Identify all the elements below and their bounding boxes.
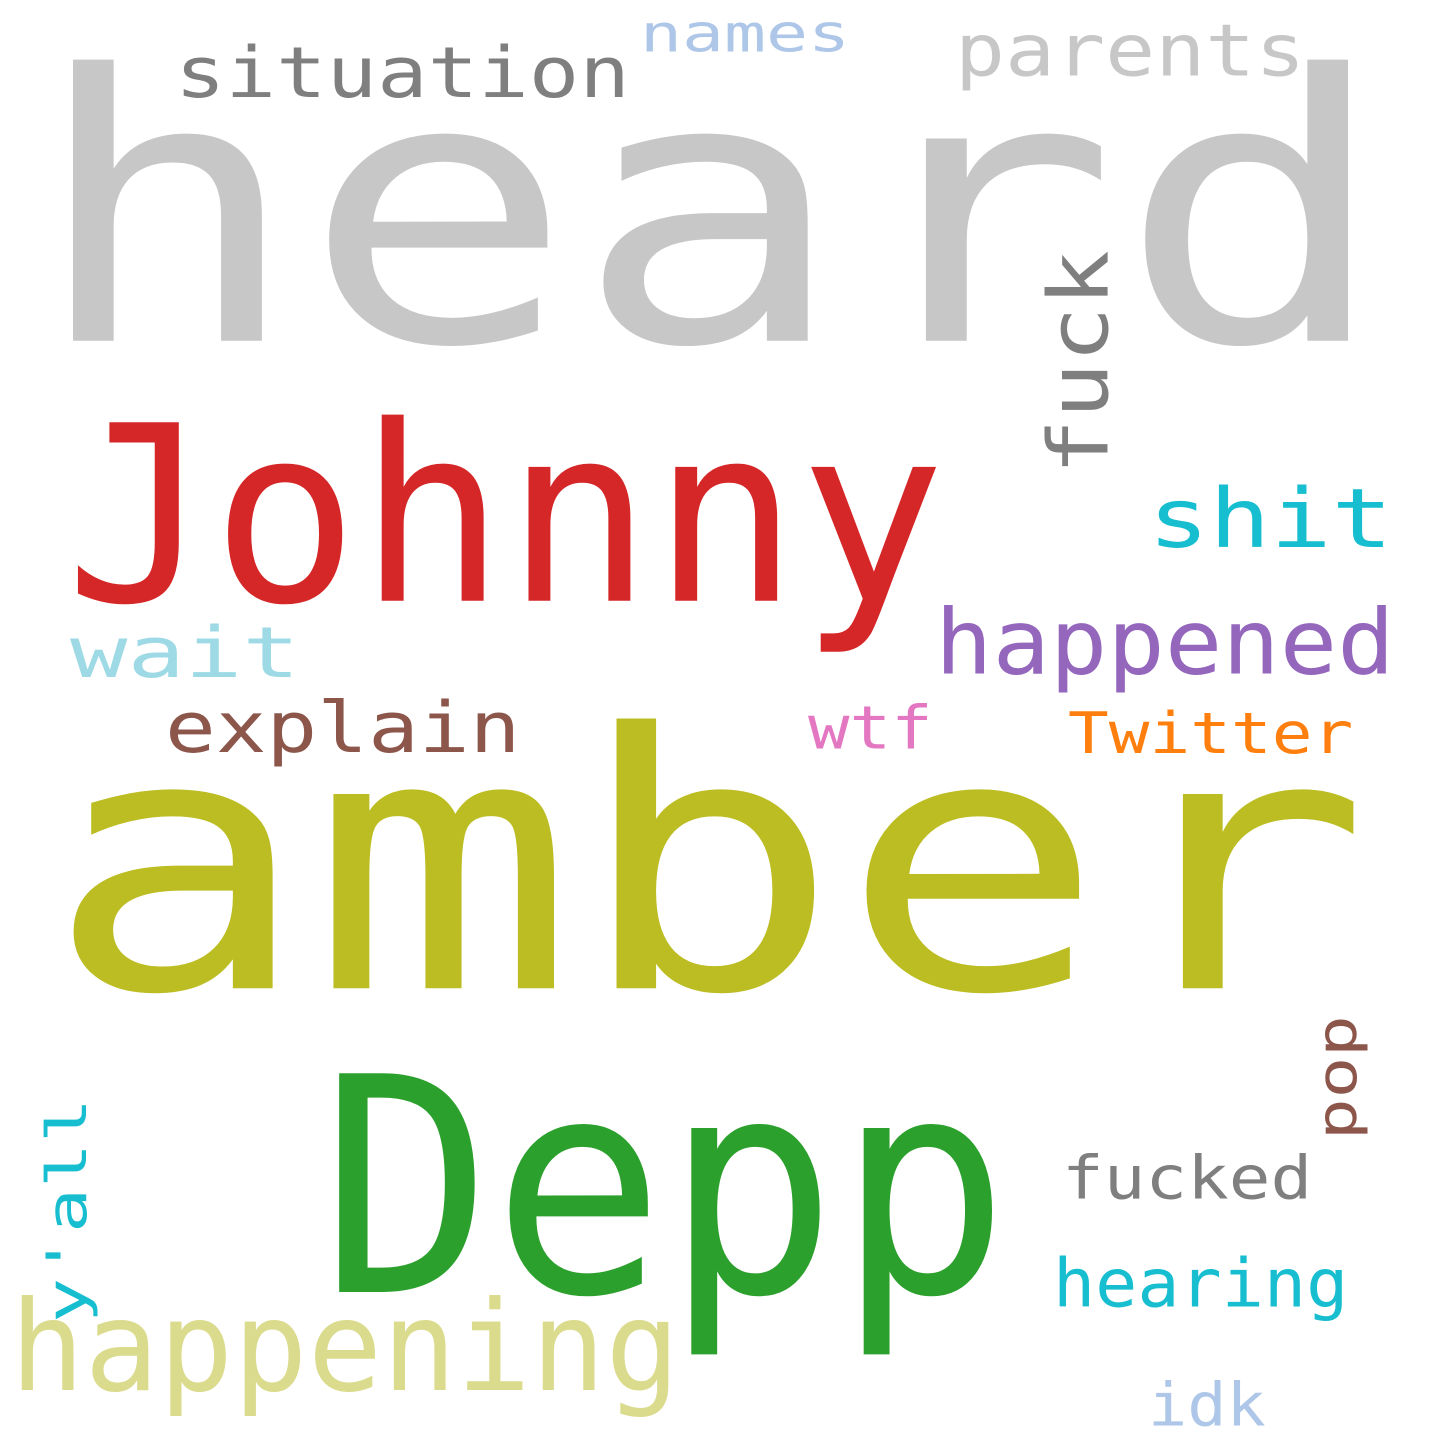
- word-parents: parents: [955, 8, 1306, 93]
- word-heard: heard: [30, 0, 1391, 430]
- word-pop: pop: [1305, 1015, 1370, 1140]
- word-johnny: Johnny: [65, 372, 946, 660]
- word-fuck: fuck: [1030, 250, 1128, 475]
- word-happening: happening: [10, 1273, 680, 1420]
- word-wtf: wtf: [808, 692, 933, 763]
- word-depp: Depp: [320, 1013, 1010, 1364]
- word-hearing: hearing: [1053, 1243, 1349, 1323]
- word-shit: shit: [1148, 470, 1393, 567]
- word-happened: happened: [935, 589, 1395, 696]
- word-names: names: [640, 3, 851, 65]
- word-amber: amber: [45, 658, 1371, 1074]
- word-explain: explain: [165, 686, 521, 769]
- word-twitter: Twitter: [1068, 699, 1354, 767]
- word-wait: wait: [70, 611, 300, 694]
- word-yall: y'all: [35, 1097, 100, 1323]
- word-situation: situation: [175, 31, 630, 114]
- word-fucked: fucked: [1062, 1142, 1313, 1213]
- word-idk: idk: [1148, 1369, 1266, 1440]
